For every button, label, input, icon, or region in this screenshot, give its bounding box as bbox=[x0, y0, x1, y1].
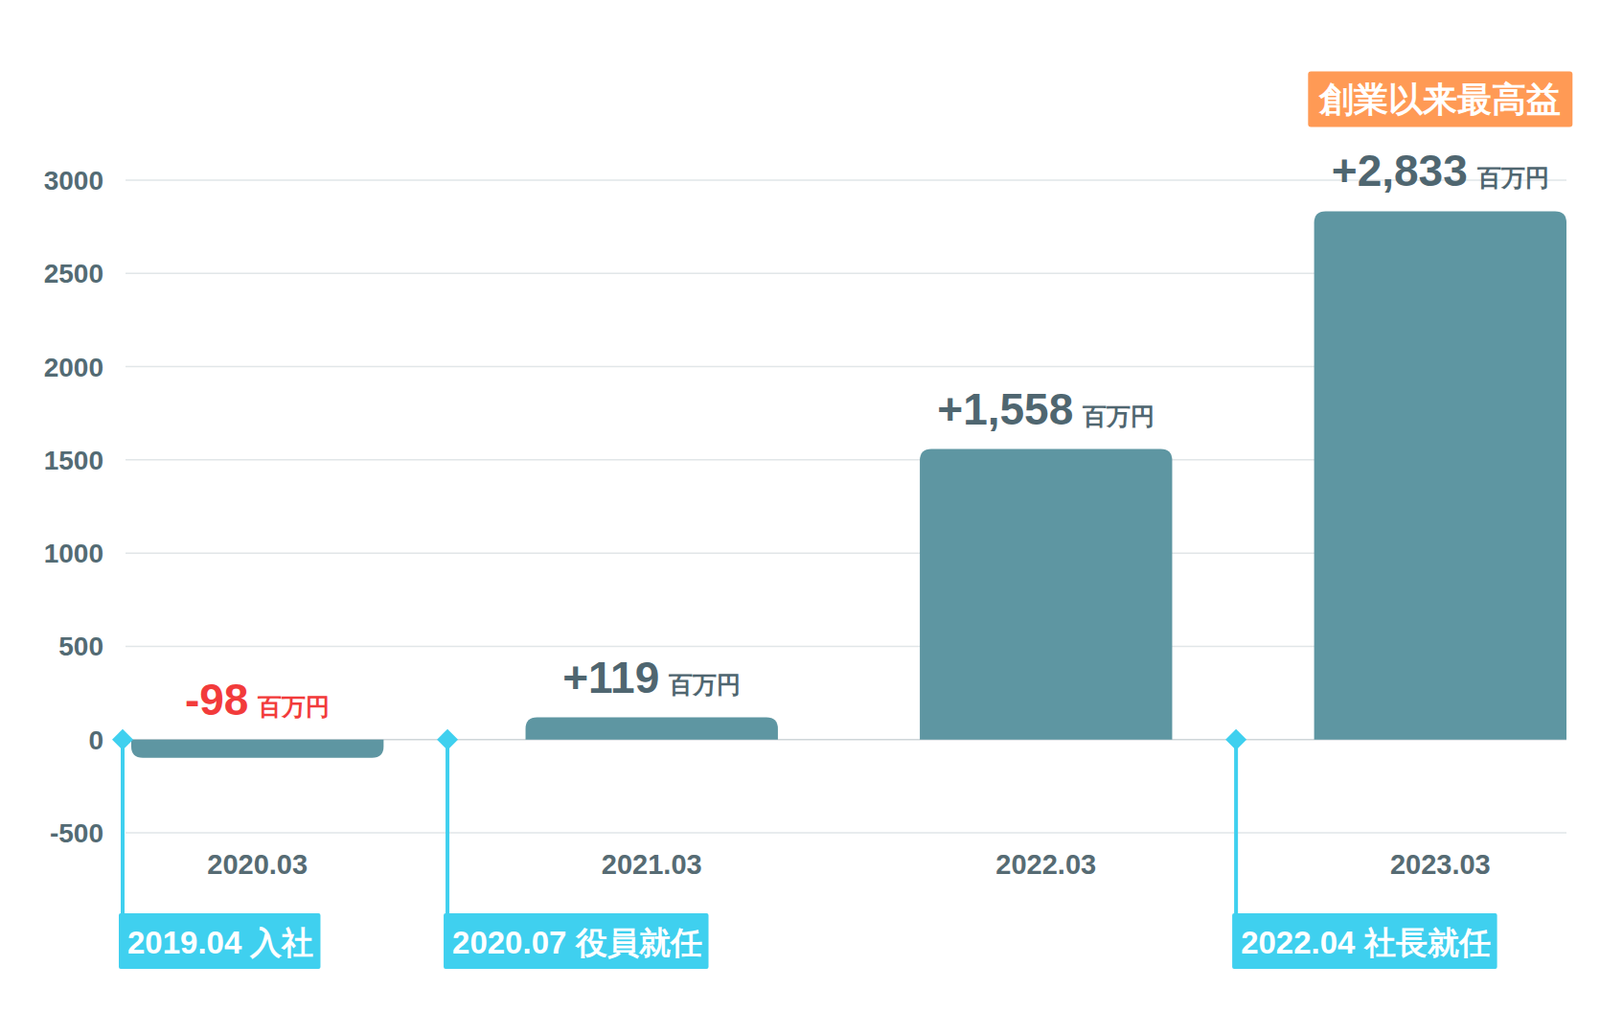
grid-line bbox=[125, 831, 1567, 834]
x-tick-label: 2022.03 bbox=[995, 848, 1097, 880]
bars bbox=[131, 210, 1567, 757]
data-label-value: -98 bbox=[184, 674, 249, 725]
data-label-unit: 百万円 bbox=[667, 670, 741, 698]
y-tick-label: 1000 bbox=[44, 538, 104, 569]
x-tick-label: 2023.03 bbox=[1390, 848, 1491, 880]
milestone-text: 2020.07 役員就任 bbox=[452, 924, 702, 960]
data-label-value: +2,833 bbox=[1331, 145, 1468, 196]
milestone: 2022.04 社長就任 bbox=[1225, 729, 1497, 969]
data-label: +1,558百万円 bbox=[937, 384, 1155, 435]
milestone-marker bbox=[112, 729, 134, 751]
data-label-unit: 百万円 bbox=[1081, 402, 1155, 430]
data-label-value: +119 bbox=[562, 652, 660, 703]
annotation-box bbox=[1307, 70, 1573, 127]
grid bbox=[125, 180, 1567, 833]
y-tick-label: 2000 bbox=[44, 352, 104, 383]
y-tick-label: -500 bbox=[49, 818, 104, 848]
milestone: 2020.07 役員就任 bbox=[436, 729, 709, 969]
milestone-box bbox=[118, 913, 320, 969]
milestone-marker bbox=[1225, 729, 1247, 751]
bar bbox=[919, 449, 1172, 740]
data-label: -98百万円 bbox=[184, 674, 330, 725]
y-tick-label: 500 bbox=[58, 631, 104, 662]
milestone: 2019.04 入社 bbox=[112, 729, 320, 969]
milestone-box bbox=[443, 913, 709, 969]
annotation: 創業以来最高益 bbox=[1307, 70, 1573, 127]
milestone-text: 2019.04 入社 bbox=[127, 924, 314, 960]
bar bbox=[1314, 210, 1567, 739]
milestone-line bbox=[1234, 739, 1238, 915]
y-tick-label: 3000 bbox=[44, 165, 104, 196]
y-tick-label: 0 bbox=[88, 725, 104, 755]
data-label-value: +1,558 bbox=[937, 384, 1074, 435]
annotation-text: 創業以来最高益 bbox=[1318, 79, 1561, 119]
bar bbox=[525, 717, 778, 740]
y-tick-label: 1500 bbox=[44, 445, 104, 476]
milestone-box bbox=[1232, 913, 1497, 969]
milestone-line bbox=[445, 739, 450, 915]
x-tick-label: 2021.03 bbox=[601, 848, 703, 880]
data-label: +2,833 百万円 bbox=[1331, 145, 1550, 196]
milestone-text: 2022.04 社長就任 bbox=[1240, 924, 1490, 960]
chart: -500 0 500 1000 1500 2000 2500 3000 2020.03 2021.… bbox=[0, 0, 1600, 1035]
milestone-line bbox=[120, 739, 125, 915]
x-tick-label: 2020.03 bbox=[206, 848, 308, 880]
data-label: +119百万円 bbox=[562, 652, 741, 703]
data-label-unit: 百万円 bbox=[1476, 163, 1550, 191]
bar bbox=[131, 739, 384, 758]
milestone-marker bbox=[436, 729, 458, 751]
data-label-unit: 百万円 bbox=[256, 692, 330, 720]
y-tick-label: 2500 bbox=[44, 258, 104, 289]
